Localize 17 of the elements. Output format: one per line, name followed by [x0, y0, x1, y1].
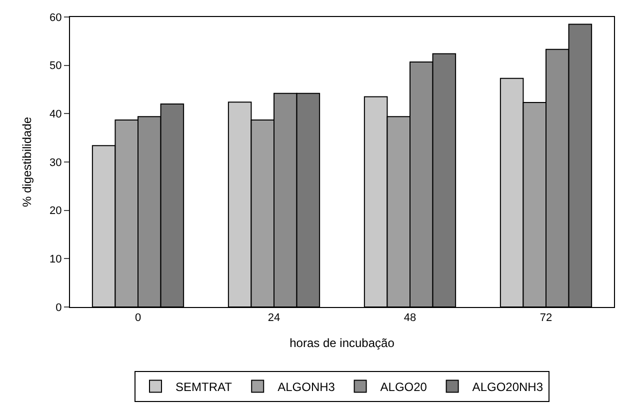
y-tick-label: 40 — [50, 108, 62, 121]
legend-label: SEMTRAT — [176, 380, 233, 394]
y-tick-label: 30 — [50, 156, 62, 169]
x-tick-label: 0 — [134, 312, 142, 324]
y-axis-title: % digestibilidade — [20, 116, 34, 208]
y-tick-label: 0 — [56, 302, 62, 314]
y-tick-label: 10 — [50, 254, 62, 266]
x-tick-label: 48 — [404, 312, 416, 324]
legend-label: ALGONH3 — [278, 380, 336, 394]
x-tick-label: 24 — [268, 312, 280, 324]
legend-label: ALGO20NH3 — [472, 380, 544, 394]
y-tick-label: 50 — [50, 60, 62, 72]
y-tick-label: 20 — [50, 205, 62, 218]
legend-label: ALGO20 — [380, 380, 428, 394]
x-axis-title: horas de incubação — [290, 336, 395, 350]
x-tick-label: 72 — [540, 312, 552, 324]
y-tick-label: 60 — [50, 12, 62, 24]
